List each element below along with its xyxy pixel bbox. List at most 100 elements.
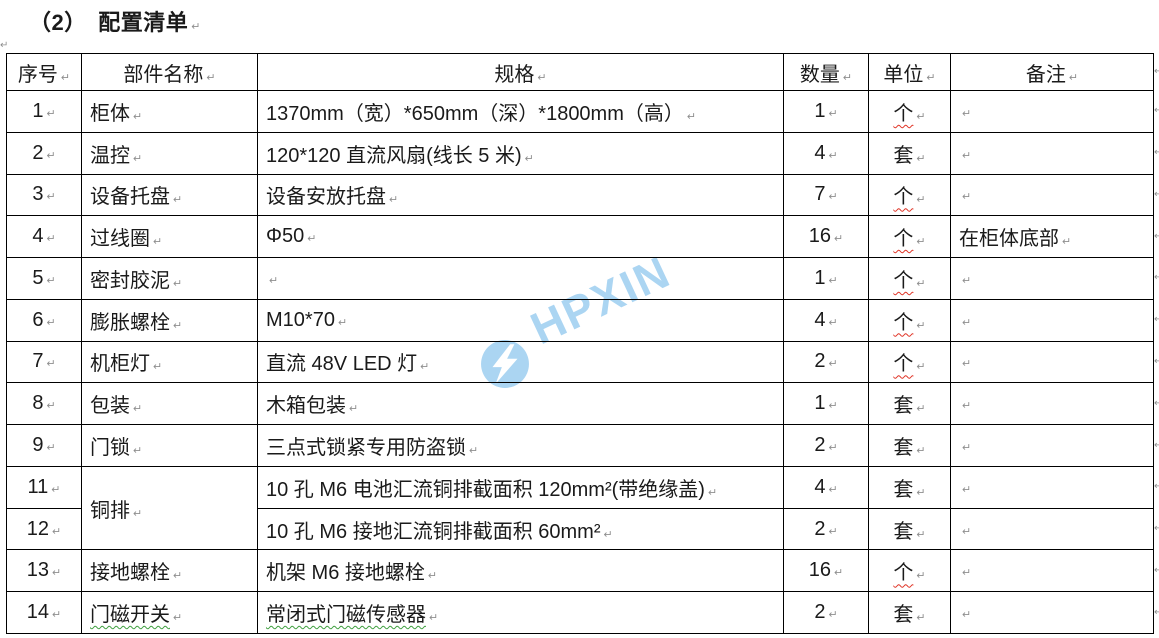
pilcrow-mark: ↵: [603, 528, 613, 541]
row-end-mark: ↵: [1154, 397, 1159, 409]
pilcrow-mark: ↵: [153, 236, 163, 249]
cell-part-name: 铜排 ↵: [81, 465, 258, 551]
table-row: 2 ↵ 温控 ↵ 120*120 直流风扇(线长 5 米) ↵ 4 ↵ 套 ↵ ↵: [6, 131, 1154, 175]
pilcrow-mark: ↵: [46, 358, 56, 371]
row-end-marks: ↵ ↵ ↵ ↵ ↵ ↵ ↵ ↵ ↵ ↵ ↵ ↵ ↵ ↵: [1154, 53, 1159, 633]
pilcrow-mark: ↵: [46, 442, 56, 454]
config-table-body: 1 ↵ 柜体 ↵ 1370mm（宽）*650mm（深）*1800mm（高） ↵ 1 ↵ …: [6, 90, 1154, 634]
cell-qty: 1 ↵: [783, 90, 869, 133]
pilcrow-mark: ↵: [828, 316, 838, 329]
pilcrow-mark: ↵: [916, 152, 926, 165]
cell-spec: 1370mm（宽）*650mm（深）*1800mm（高） ↵: [257, 90, 784, 133]
pilcrow-mark: ↵: [52, 609, 62, 622]
row-end-mark: ↵: [1154, 481, 1159, 493]
cell-remark: ↵: [950, 549, 1154, 593]
cell-spec: Φ50 ↵: [257, 215, 784, 259]
row-end-mark: ↵: [1154, 105, 1159, 117]
pilcrow-mark: ↵: [834, 233, 844, 246]
cell-serial: 2 ↵: [6, 131, 82, 175]
pilcrow-mark: ↵: [834, 567, 844, 580]
row-end-mark: ↵: [1154, 355, 1159, 367]
page-title-text: （2） 配置清单: [29, 10, 189, 35]
row-end-mark: ↵: [1154, 272, 1159, 284]
pilcrow-mark: ↵: [173, 194, 183, 207]
pilcrow-mark: ↵: [842, 71, 853, 84]
pilcrow-mark: ↵: [46, 191, 56, 204]
table-row: 13 ↵ 接地螺栓 ↵ 机架 M6 接地螺栓 ↵ 16 ↵ 个 ↵ ↵: [6, 549, 1154, 593]
cell-remark: ↵: [950, 382, 1154, 426]
cell-remark: 在柜体底部 ↵: [950, 215, 1154, 259]
pilcrow-mark: ↵: [469, 445, 479, 457]
pilcrow-mark: ↵: [337, 316, 348, 329]
pilcrow-mark: ↵: [962, 191, 972, 204]
cell-qty: 7 ↵: [783, 173, 869, 217]
cell-serial: 5 ↵: [6, 257, 82, 300]
cell-spec: 常闭式门磁传感器 ↵: [257, 591, 784, 634]
pilcrow-mark: ↵: [962, 483, 972, 496]
pilcrow-mark: ↵: [916, 194, 926, 207]
pilcrow-mark: ↵: [46, 233, 56, 246]
cell-unit: 个 ↵: [868, 340, 951, 384]
table-row: 7 ↵ 机柜灯 ↵ 直流 48V LED 灯 ↵ 2 ↵ 个 ↵ ↵: [6, 340, 1154, 384]
pilcrow-mark: ↵: [916, 110, 926, 123]
pilcrow-mark: ↵: [52, 525, 62, 538]
pilcrow-mark: ↵: [206, 71, 216, 84]
table-row: 11 ↵ 铜排 ↵ 10 孔 M6 电池汇流铜排截面积 120mm²(带绝缘盖) ↵ …: [6, 465, 1154, 551]
pilcrow-mark: ↵: [427, 570, 438, 583]
row-end-mark: ↵: [1154, 439, 1159, 451]
pilcrow-mark: ↵: [349, 403, 359, 416]
cell-qty: 1 ↵: [783, 257, 869, 300]
row-end-mark: ↵: [1154, 564, 1159, 576]
cell-spec: 木箱包装 ↵: [257, 382, 784, 426]
row-end-mark: ↵: [1154, 606, 1159, 618]
pilcrow-mark: ↵: [828, 400, 838, 413]
cell-part-name: 过线圈 ↵: [81, 215, 258, 259]
pilcrow-mark: ↵: [828, 107, 838, 120]
pilcrow-mark: ↵: [133, 152, 143, 165]
pilcrow-mark: ↵: [828, 358, 838, 371]
cell-qty: 16 ↵: [783, 549, 869, 593]
pilcrow-mark: ↵: [916, 528, 926, 541]
cell-unit: 套 ↵: [868, 131, 951, 175]
pilcrow-mark: ↵: [916, 612, 926, 625]
pilcrow-mark: ↵: [962, 358, 972, 371]
cell-remark: ↵: [950, 591, 1154, 634]
pilcrow-mark: ↵: [173, 612, 183, 625]
cell-remark: ↵: [950, 340, 1154, 384]
cell-unit: 个 ↵: [868, 173, 951, 217]
pilcrow-mark: ↵: [962, 609, 972, 622]
pilcrow-mark: ↵: [429, 612, 439, 625]
pilcrow-mark: ↵: [707, 486, 718, 499]
cell-spec: 120*120 直流风扇(线长 5 米) ↵: [257, 131, 784, 175]
pilcrow-mark: ↵: [46, 149, 56, 162]
pilcrow-mark: ↵: [916, 277, 926, 290]
pilcrow-mark: ↵: [173, 319, 183, 332]
pilcrow-mark: ↵: [828, 149, 838, 162]
cell-part-name: 门磁开关 ↵: [81, 591, 258, 634]
pilcrow-mark: ↵: [916, 445, 926, 457]
cell-spec: M10*70 ↵: [257, 298, 784, 342]
pilcrow-mark: ↵: [962, 525, 972, 538]
pilcrow-mark: ↵: [962, 567, 972, 580]
cell-unit: 套 ↵: [868, 465, 951, 509]
cell-unit: 个 ↵: [868, 215, 951, 259]
header-serial: 序号 ↵: [6, 53, 82, 91]
header-unit: 单位 ↵: [868, 53, 951, 91]
table-row: 6 ↵ 膨胀螺栓 ↵ M10*70 ↵ 4 ↵ 个 ↵ ↵: [6, 298, 1154, 342]
cell-unit: 套 ↵: [868, 382, 951, 426]
cell-unit: 个 ↵: [868, 298, 951, 342]
cell-serial: 4 ↵: [6, 215, 82, 259]
cell-unit: 套 ↵: [868, 507, 951, 551]
cell-remark: ↵: [950, 507, 1154, 551]
pilcrow-mark: ↵: [828, 442, 838, 454]
pilcrow-mark: ↵: [1062, 236, 1072, 249]
pilcrow-mark: ↵: [962, 149, 972, 162]
pilcrow-mark: ↵: [173, 277, 183, 290]
pilcrow-mark: ↵: [51, 483, 61, 496]
table-row: 12 ↵ 10 孔 M6 接地汇流铜排截面积 60mm² ↵ 2 ↵ 套 ↵ ↵: [6, 507, 1154, 551]
cell-remark: ↵: [950, 173, 1154, 217]
pilcrow-mark: ↵: [46, 316, 56, 329]
pilcrow-mark: ↵: [962, 274, 972, 287]
pilcrow-mark: ↵: [60, 71, 71, 84]
